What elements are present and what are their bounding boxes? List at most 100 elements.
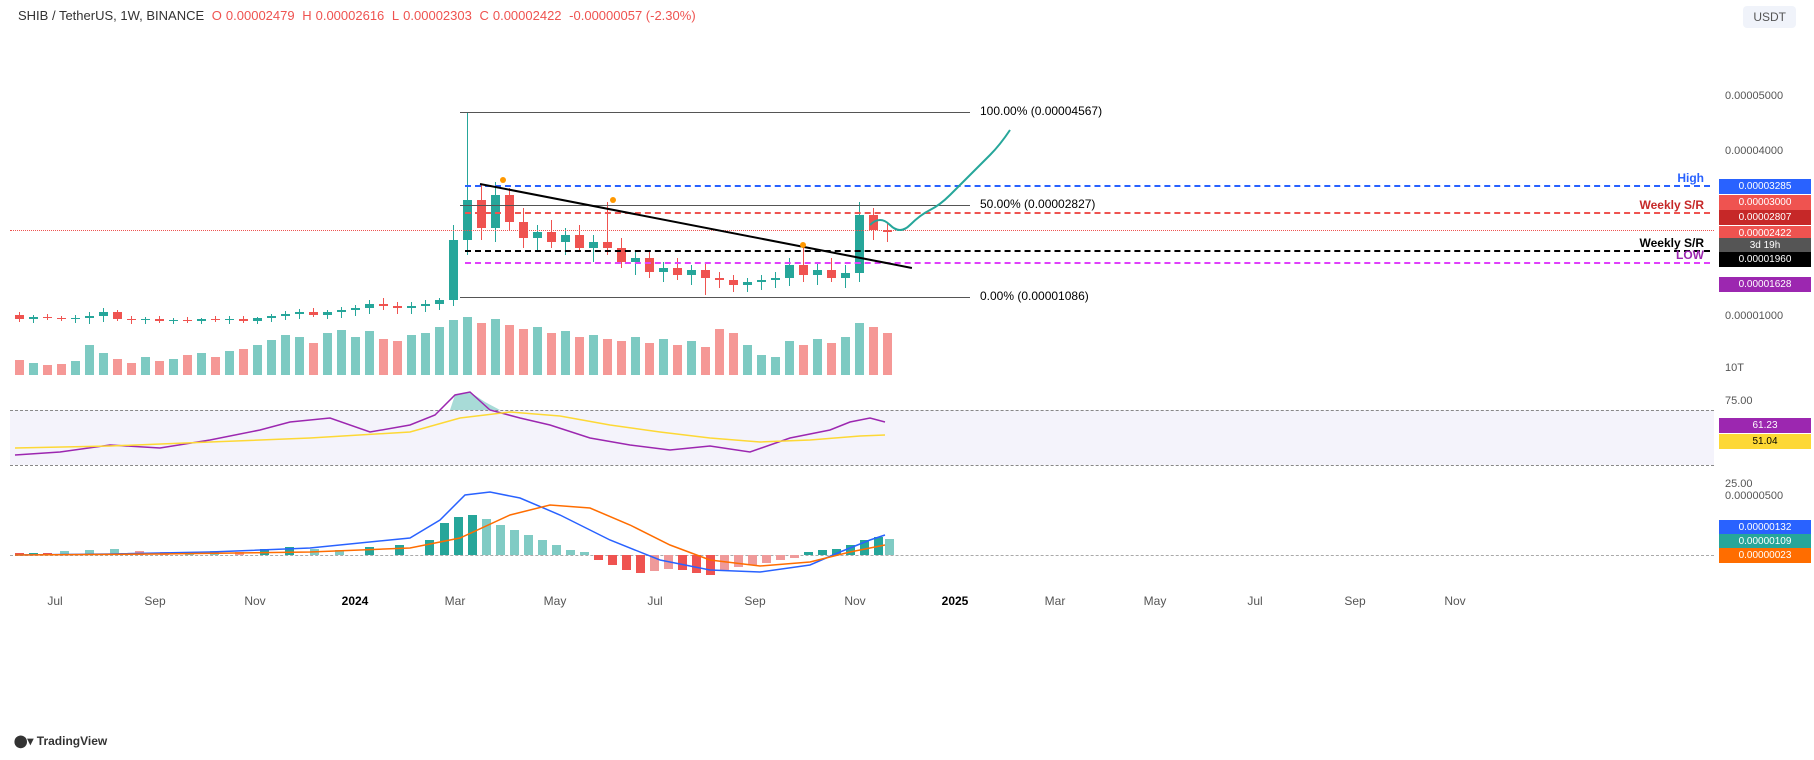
volume-bar [113, 359, 122, 375]
pivot-marker [610, 197, 616, 203]
price-tag: 0.00001960 [1719, 252, 1811, 267]
volume-bar [841, 337, 850, 375]
fib-label: 50.00% (0.00002827) [980, 197, 1095, 211]
volume-bar [421, 333, 430, 375]
trendline[interactable] [480, 183, 912, 269]
tradingview-logo[interactable]: ⬤▾ TradingView [14, 734, 107, 748]
macd-axis: 0.00000500 0.000001320.000001090.00000023 [1719, 490, 1814, 585]
macd-axis-label: 0.00000500 [1725, 490, 1783, 502]
volume-bar [477, 323, 486, 375]
time-axis-label: Nov [1444, 594, 1465, 608]
time-axis-label: 2025 [942, 594, 969, 608]
volume-bar [211, 357, 220, 375]
volume-bar [519, 329, 528, 375]
rsi-chart[interactable] [10, 390, 1714, 485]
symbol-label[interactable]: SHIB / TetherUS, 1W, BINANCE [18, 8, 204, 23]
time-axis-label: Nov [844, 594, 865, 608]
pivot-marker [800, 242, 806, 248]
time-axis-label: Jul [647, 594, 662, 608]
volume-bar [141, 357, 150, 375]
volume-bar [631, 337, 640, 375]
volume-bar [659, 339, 668, 375]
volume-bar [435, 327, 444, 375]
quote-currency-button[interactable]: USDT [1743, 6, 1796, 28]
volume-bar [701, 347, 710, 375]
volume-bar [533, 327, 542, 375]
ohlc-o-label: O [212, 8, 222, 23]
ohlc-h-label: H [302, 8, 311, 23]
ohlc-o-value: 0.00002479 [226, 8, 295, 23]
volume-bar [561, 331, 570, 375]
price-axis-label: 0.00001000 [1725, 310, 1783, 322]
hline[interactable] [465, 212, 1710, 214]
ohlc-l-label: L [392, 8, 399, 23]
volume-bar [337, 330, 346, 375]
price-tag: 0.00002807 [1719, 210, 1811, 225]
volume-bar [393, 341, 402, 375]
volume-bar [71, 361, 80, 375]
volume-bar [15, 360, 24, 375]
price-axis-label: 0.00005000 [1725, 90, 1783, 102]
price-tag: 0.00003000 [1719, 195, 1811, 210]
rsi-axis-label: 25.00 [1725, 478, 1753, 490]
volume-bar [169, 359, 178, 375]
fib-line[interactable] [460, 297, 970, 298]
time-axis-label: Jul [1247, 594, 1262, 608]
volume-bar [855, 323, 864, 375]
volume-bar [449, 320, 458, 375]
time-axis-label: Sep [1344, 594, 1365, 608]
volume-bar [155, 361, 164, 375]
volume-bar [295, 337, 304, 375]
price-axis[interactable]: 0.000050000.000040000.000030000.00002000… [1719, 30, 1814, 370]
current-price-line [10, 230, 1714, 231]
volume-bar [883, 333, 892, 375]
volume-bar [575, 337, 584, 375]
volume-bar [463, 317, 472, 375]
rsi-axis: 75.0025.0061.2351.04 [1719, 390, 1814, 485]
hline[interactable] [465, 262, 1710, 264]
price-axis-label: 0.00004000 [1725, 145, 1783, 157]
volume-bar [407, 335, 416, 375]
time-axis-label: Sep [144, 594, 165, 608]
macd-chart[interactable] [10, 490, 1714, 585]
volume-bar [715, 329, 724, 375]
rsi-value-tag: 51.04 [1719, 434, 1811, 449]
volume-bar [743, 345, 752, 375]
hline[interactable] [465, 185, 1710, 187]
hline-label: LOW [1676, 248, 1704, 262]
volume-bar [491, 319, 500, 375]
fib-line[interactable] [460, 112, 970, 113]
ohlc-h-value: 0.00002616 [316, 8, 385, 23]
volume-bar [547, 333, 556, 375]
fib-line[interactable] [460, 205, 970, 206]
macd-value-tag: 0.00000023 [1719, 548, 1811, 563]
price-tag: 3d 19h [1719, 238, 1811, 253]
volume-bar [225, 351, 234, 375]
volume-bar [785, 341, 794, 375]
volume-bar [197, 353, 206, 375]
time-axis-label: 2024 [342, 594, 369, 608]
volume-bar [365, 331, 374, 375]
volume-bar [617, 341, 626, 375]
volume-bar [127, 363, 136, 375]
volume-bar [57, 364, 66, 375]
macd-value-tag: 0.00000109 [1719, 534, 1811, 549]
volume-bar [183, 355, 192, 375]
time-axis-label: Nov [244, 594, 265, 608]
ohlc-c-label: C [479, 8, 488, 23]
hline[interactable] [465, 250, 1710, 252]
time-axis-label: May [544, 594, 567, 608]
volume-bar [85, 345, 94, 375]
volume-bar [43, 365, 52, 375]
price-tag: 0.00003285 [1719, 179, 1811, 194]
volume-bar [309, 343, 318, 375]
time-axis[interactable]: JulSepNov2024MarMayJulSepNov2025MarMayJu… [10, 590, 1714, 615]
hline-label: Weekly S/R [1640, 198, 1704, 212]
volume-bar [351, 337, 360, 375]
volume-bar [253, 345, 262, 375]
volume-bar [323, 333, 332, 375]
volume-bar [589, 335, 598, 375]
volume-chart[interactable] [10, 310, 1714, 375]
macd-value-tag: 0.00000132 [1719, 520, 1811, 535]
volume-bar [673, 345, 682, 375]
